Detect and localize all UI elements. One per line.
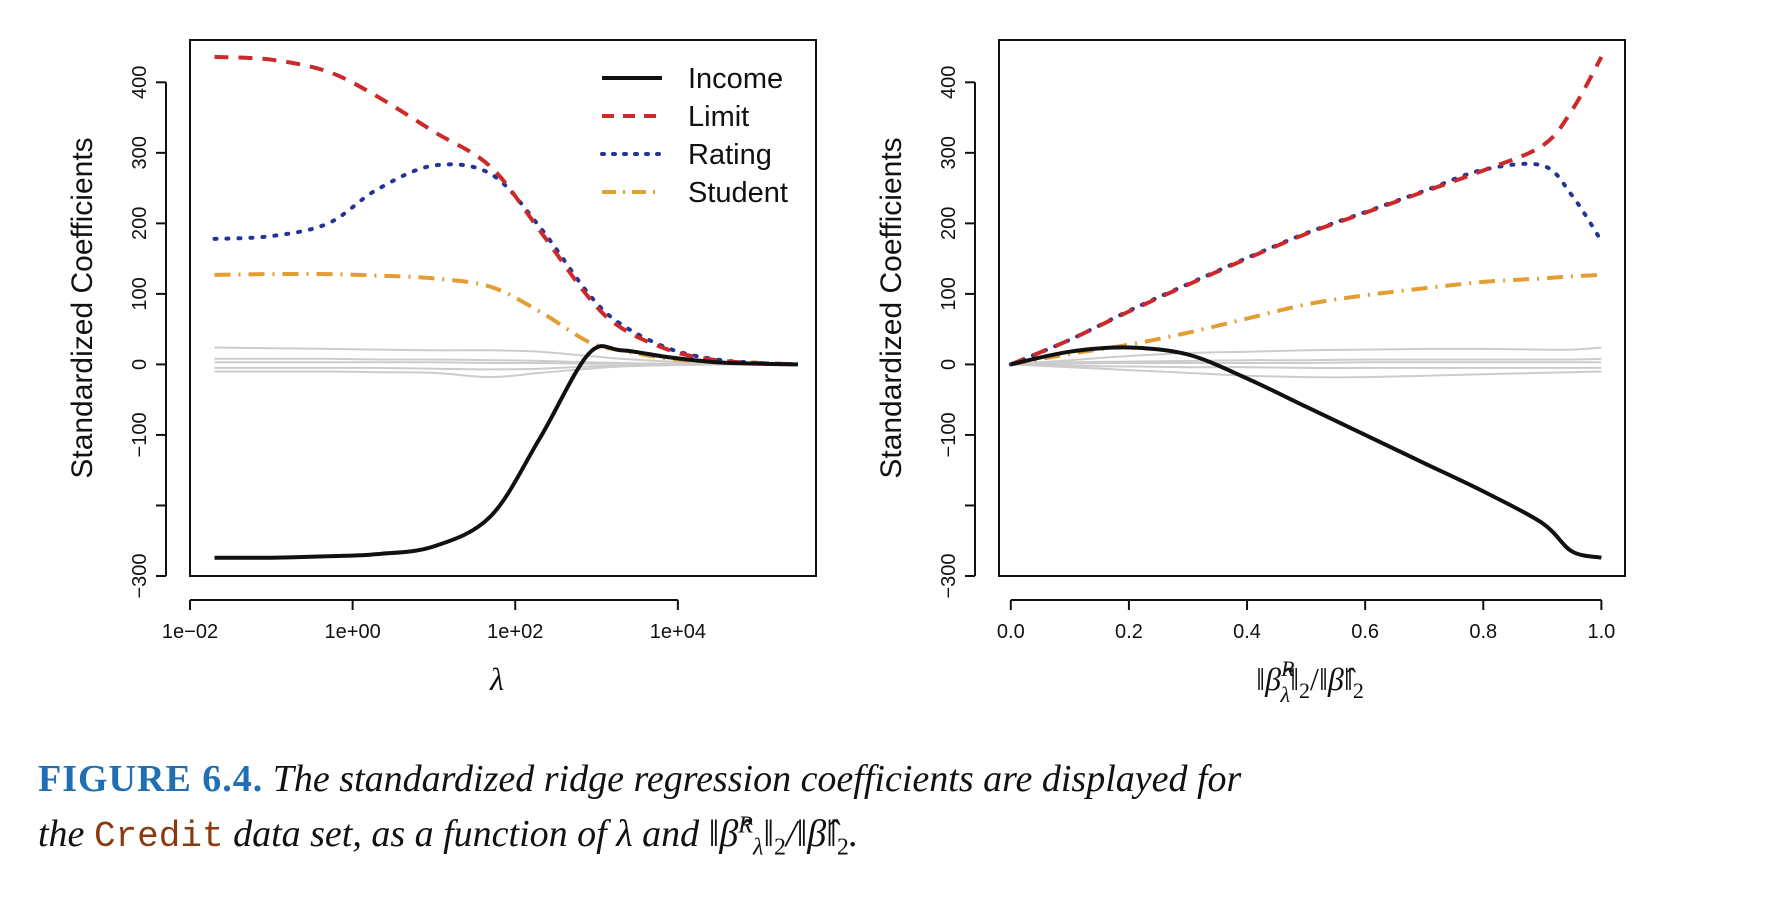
right-panel: −300 −100 0 100 200 300 400 0.0 0.2 0.4 0.6 0.8 1.0… [875,39,1626,707]
right-y-axis: −300 −100 0 100 200 300 400 [938,66,976,599]
caption-text-1: The standardized ridge regression coeffi… [272,758,1242,800]
right-series-other-3 [1010,361,1602,366]
right-series-other-5 [1010,363,1602,379]
left-y-axis-label: Standardized Coefficients [66,137,99,478]
caption-period: . [848,813,859,855]
right-y-tick-label: 100 [938,277,960,310]
left-y-axis: −300 −100 0 100 200 300 400 [129,66,167,599]
left-x-tick-label: 1e+04 [650,621,706,643]
right-x-tick-label: 1.0 [1587,621,1615,643]
right-y-tick-label: 300 [938,136,960,169]
left-y-tick-label: 100 [129,277,151,310]
left-x-tick-label: 1e+00 [325,621,381,643]
left-panel: −300 −100 0 100 200 300 400 1e−02 1e+00 1e+02 1e+… [66,39,817,697]
legend: Income Limit Rating Student [600,63,788,209]
right-series-rating [1008,161,1604,367]
right-x-axis-label: ‖β̂R λ‖2/‖β̂‖2 [1256,656,1364,707]
left-series-group [212,54,800,560]
left-plot-box [189,39,817,577]
left-x-tick-label: 1e−02 [162,621,218,643]
legend-label-limit: Limit [688,101,749,133]
caption-line-1: FIGURE 6.4. The standardized ridge regre… [38,752,1758,807]
right-series-group [1008,55,1604,560]
left-series-limit [214,54,799,367]
right-x-axis: 0.0 0.2 0.4 0.6 0.8 1.0 [997,599,1615,643]
left-y-tick-label: −100 [129,412,151,457]
caption-norm: ‖ [763,813,775,855]
right-y-axis-label: Standardized Coefficients [875,137,908,478]
right-series-other-1 [1010,346,1602,366]
caption-sup-r: R [738,812,753,839]
figure-caption: FIGURE 6.4. The standardized ridge regre… [38,752,1758,864]
right-series-limit [1010,55,1604,367]
left-x-tick-label: 1e+02 [487,621,543,643]
left-series-other-5 [214,363,798,379]
legend-label-rating: Rating [688,139,772,171]
right-y-tick-label: 200 [938,207,960,240]
right-plot-box [998,39,1626,577]
left-y-tick-label: −300 [129,553,151,598]
legend-label-student: Student [688,177,788,209]
figure-label: FIGURE 6.4. [38,758,264,800]
caption-line-2: the Credit data set, as a function of λ … [38,807,1758,864]
left-x-axis-label: λ [489,661,504,697]
left-y-tick-label: 400 [129,66,151,99]
caption-sub-2b: 2 [836,834,849,861]
right-y-tick-label: −300 [938,553,960,598]
left-series-income [214,344,799,560]
left-y-tick-label: 0 [129,359,151,370]
right-x-tick-label: 0.4 [1233,621,1261,643]
legend-label-income: Income [688,63,783,95]
left-y-tick-label: 300 [129,136,151,169]
right-series-income [1010,345,1602,560]
dataset-name: Credit [93,816,224,857]
caption-sub-lambda: λ [752,834,764,861]
caption-text-2a: the [38,813,85,855]
right-x-tick-label: 0.2 [1115,621,1143,643]
figure: −300 −100 0 100 200 300 400 1e−02 1e+00 1e+02 1e+… [66,39,1626,707]
right-y-tick-label: −100 [938,412,960,457]
caption-sub-2a: 2 [774,834,787,861]
right-x-tick-label: 0.6 [1351,621,1379,643]
right-y-tick-label: 400 [938,66,960,99]
right-x-tick-label: 0.8 [1469,621,1497,643]
caption-slash: /‖β̂‖ [786,813,837,855]
right-x-tick-label: 0.0 [997,621,1025,643]
right-series-other-4 [1010,363,1602,369]
right-y-tick-label: 0 [938,359,960,370]
left-y-tick-label: 200 [129,207,151,240]
caption-text-2b: data set, as a function of λ and ‖β̂ [233,813,739,855]
right-series-other-2 [1010,357,1602,366]
left-x-axis: 1e−02 1e+00 1e+02 1e+04 [162,599,706,643]
